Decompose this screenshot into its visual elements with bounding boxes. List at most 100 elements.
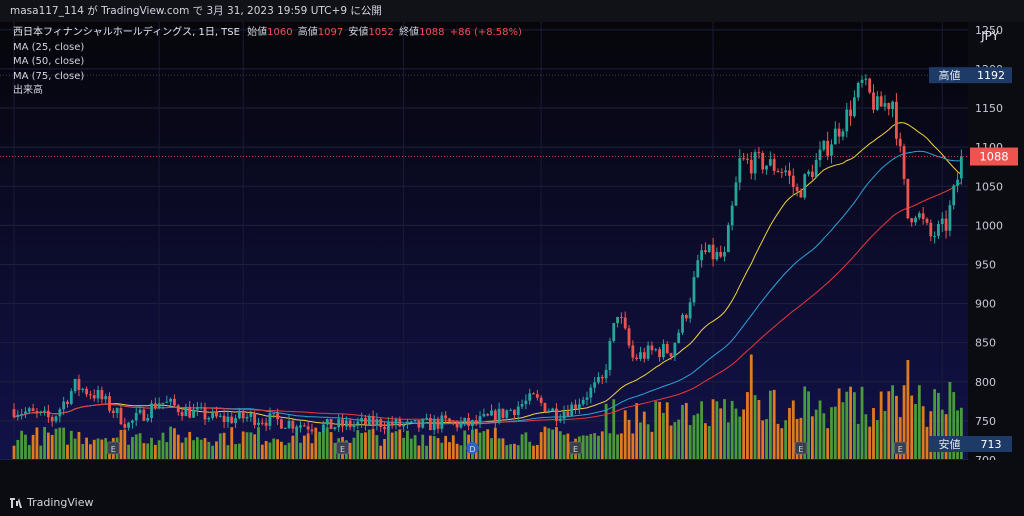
- volume-bar: [612, 399, 616, 459]
- legend-open-label: 始値: [247, 27, 268, 38]
- volume-bar: [516, 445, 520, 459]
- candle-body: [115, 408, 119, 414]
- volume-bar: [306, 433, 310, 459]
- candle-body: [379, 419, 383, 427]
- volume-bar: [203, 438, 207, 459]
- legend-ma75[interactable]: MA (75, close): [13, 70, 85, 82]
- volume-bar: [329, 432, 333, 459]
- volume-bar: [138, 433, 142, 459]
- candle-body: [134, 412, 138, 421]
- candle-body: [662, 344, 665, 358]
- earnings-marker[interactable]: [893, 441, 907, 455]
- candle-body: [421, 419, 425, 428]
- volume-bar: [295, 426, 299, 459]
- candle-body: [192, 409, 195, 418]
- volume-bar: [959, 407, 963, 459]
- event-marker-label: D: [469, 445, 475, 454]
- candle-body: [677, 332, 681, 343]
- volume-bar: [547, 428, 551, 459]
- candle-body: [513, 409, 516, 416]
- candle-body: [474, 420, 478, 424]
- volume-bar: [914, 404, 917, 459]
- candle-layer: [12, 74, 963, 437]
- y-tick-label: 1050: [975, 180, 1003, 193]
- candle-body: [589, 387, 593, 398]
- earnings-marker[interactable]: [106, 441, 120, 455]
- volume-bar: [46, 432, 50, 459]
- candle-body: [409, 421, 413, 423]
- legend-open-value: 1060: [267, 27, 293, 38]
- volume-bar: [528, 441, 532, 459]
- candle-body: [619, 316, 623, 318]
- tradingview-brand[interactable]: TradingView: [10, 496, 93, 509]
- candle-body: [253, 412, 257, 425]
- high-tag-label: 高値: [939, 68, 961, 82]
- candle-body: [413, 420, 417, 422]
- volume-bar: [902, 385, 906, 459]
- candle-body: [520, 404, 524, 407]
- volume-bar: [555, 427, 558, 459]
- volume-bar: [386, 426, 390, 459]
- currency-label: JPY: [980, 29, 1000, 43]
- volume-bar: [299, 442, 302, 459]
- candle-body: [234, 418, 237, 424]
- candle-body: [952, 185, 956, 206]
- volume-bar: [520, 434, 524, 459]
- candle-body: [524, 400, 528, 405]
- volume-bar: [872, 408, 875, 459]
- volume-bar: [402, 437, 406, 459]
- volume-bar: [810, 416, 814, 459]
- volume-bar: [600, 431, 604, 459]
- volume-bar: [310, 443, 314, 459]
- candle-body: [959, 156, 963, 179]
- candle-body: [276, 413, 279, 420]
- candle-body: [696, 260, 700, 278]
- volume-bar: [845, 391, 849, 459]
- earnings-marker[interactable]: [794, 441, 808, 455]
- candle-body: [570, 404, 574, 417]
- volume-bar: [707, 426, 711, 459]
- candle-body: [211, 411, 215, 418]
- volume-bar: [581, 435, 585, 459]
- volume-bar: [948, 382, 952, 459]
- volume-bar: [428, 435, 432, 459]
- volume-bar: [501, 438, 505, 459]
- last-price-tag: 1088: [979, 150, 1008, 164]
- volume-bar: [627, 419, 631, 459]
- candle-body: [245, 416, 249, 419]
- volume-bar: [123, 429, 127, 459]
- publish-info-bar: masa117_114 が TradingView.com で 3月 31, 2…: [0, 0, 1024, 22]
- candle-body: [749, 159, 753, 174]
- legend-volume[interactable]: 出来高: [13, 85, 43, 96]
- volume-bar: [604, 403, 608, 459]
- candle-body: [543, 402, 547, 413]
- candle-body: [157, 403, 161, 409]
- candle-body: [822, 140, 826, 150]
- legend-ma25[interactable]: MA (25, close): [13, 41, 85, 53]
- candle-body: [12, 409, 16, 418]
- volume-bar: [448, 442, 451, 459]
- candle-body: [673, 342, 677, 357]
- earnings-marker[interactable]: [569, 441, 582, 455]
- candle-body: [203, 407, 207, 420]
- volume-bar: [887, 391, 891, 459]
- candle-body: [291, 420, 295, 429]
- candle-body: [784, 170, 788, 173]
- earnings-marker[interactable]: [336, 441, 349, 455]
- volume-bar: [176, 434, 180, 459]
- candle-body: [230, 416, 234, 424]
- candle-body: [757, 152, 761, 154]
- volume-bar: [906, 360, 910, 459]
- candle-body: [547, 410, 551, 413]
- brand-name: TradingView: [27, 496, 94, 509]
- volume-bar: [486, 429, 490, 459]
- volume-bar: [66, 444, 69, 459]
- dividend-marker[interactable]: [466, 442, 479, 454]
- volume-bar: [165, 442, 169, 459]
- volume-bar: [715, 401, 719, 459]
- legend-ma50[interactable]: MA (50, close): [13, 56, 85, 67]
- candle-body: [593, 382, 597, 388]
- candle-body: [688, 302, 692, 319]
